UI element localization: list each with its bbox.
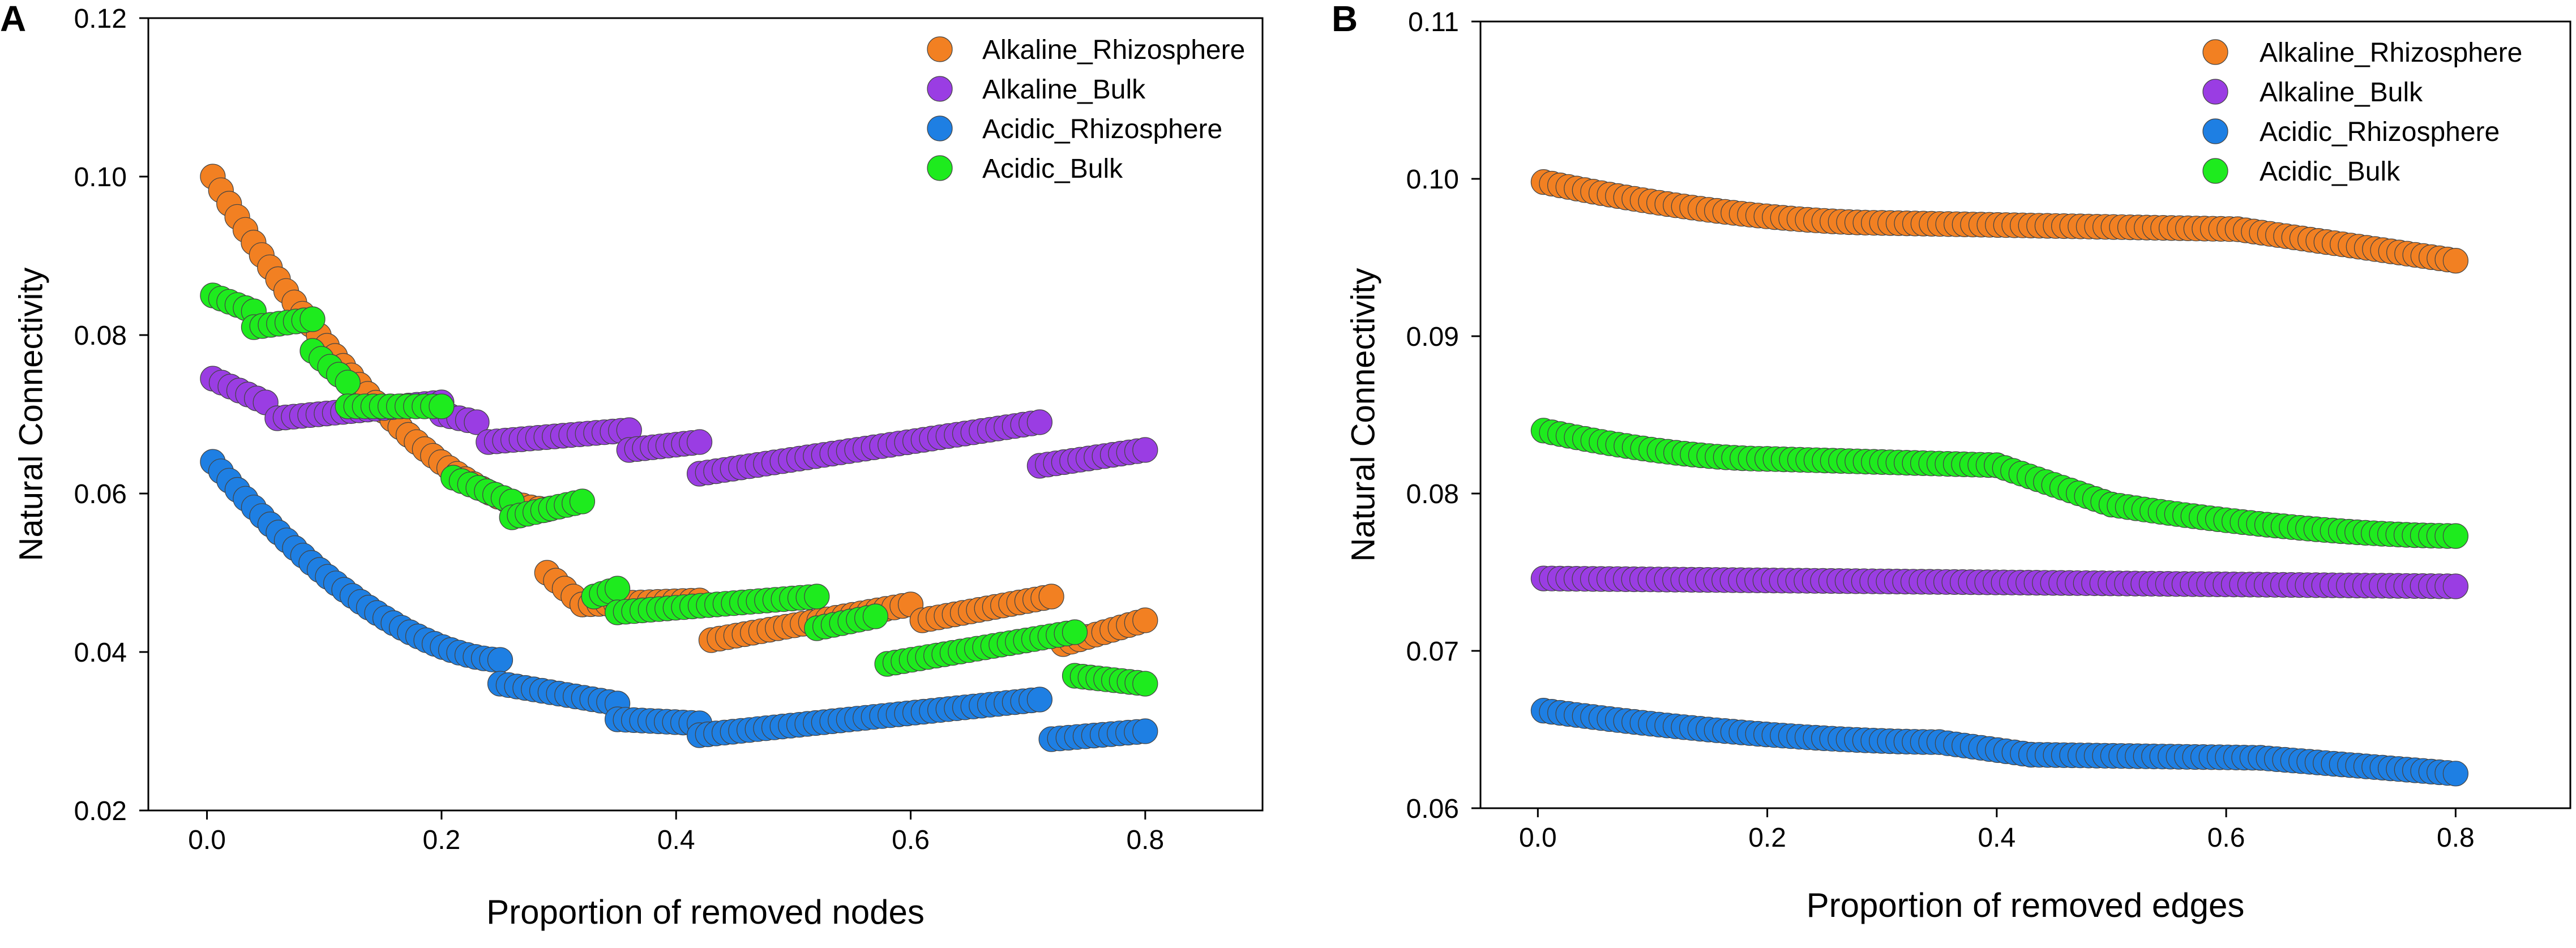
data-points-a bbox=[200, 164, 1158, 752]
legend-label-alkaline-rhizosphere: Alkaline_Rhizosphere bbox=[2260, 38, 2522, 68]
y-tick-label-a: 0.04 bbox=[74, 638, 127, 668]
x-tick-label-b: 0.0 bbox=[1519, 823, 1557, 853]
panel-label-b: B bbox=[1332, 0, 1358, 39]
data-point bbox=[487, 647, 514, 673]
plot-frame-b bbox=[1479, 20, 2571, 809]
data-point bbox=[1132, 718, 1158, 744]
legend-marker-alkaline-bulk bbox=[927, 76, 953, 102]
y-tick-label-a: 0.12 bbox=[74, 4, 127, 34]
y-tick-label-b: 0.10 bbox=[1406, 165, 1459, 195]
series-alkaline-bulk bbox=[1530, 565, 2468, 599]
legend-item-alkaline-rhizosphere: Alkaline_Rhizosphere bbox=[927, 35, 1245, 65]
data-point bbox=[1062, 619, 1088, 645]
series-acidic-rhizosphere bbox=[1530, 697, 2468, 787]
x-tick-label-a: 0.6 bbox=[892, 825, 930, 855]
x-axis-label-a: Proportion of removed nodes bbox=[486, 893, 925, 931]
x-tick-label-a: 0.4 bbox=[657, 825, 695, 855]
legend-label-alkaline-bulk: Alkaline_Bulk bbox=[2260, 78, 2423, 108]
data-point bbox=[1038, 584, 1064, 610]
data-point bbox=[1026, 687, 1053, 713]
legend-a: Alkaline_Rhizosphere Alkaline_Bulk Acidi… bbox=[927, 35, 1245, 184]
legend-item-acidic-rhizosphere: Acidic_Rhizosphere bbox=[2202, 117, 2500, 147]
y-tick-label-b: 0.11 bbox=[1408, 7, 1459, 37]
y-tick-label-b: 0.09 bbox=[1406, 322, 1459, 352]
y-axis-label-a: Natural Connectivity bbox=[13, 268, 50, 561]
series-acidic-bulk bbox=[1530, 418, 2468, 549]
series-alkaline-rhizosphere bbox=[1530, 169, 2468, 274]
y-axis-label-b: Natural Connectivity bbox=[1345, 268, 1382, 562]
legend-item-acidic-bulk: Acidic_Bulk bbox=[927, 154, 1123, 184]
legend-item-alkaline-rhizosphere: Alkaline_Rhizosphere bbox=[2202, 38, 2522, 68]
x-tick-label-a: 0.8 bbox=[1126, 825, 1164, 855]
legend-marker-alkaline-bulk bbox=[2202, 79, 2228, 105]
x-axis-label-b: Proportion of removed edges bbox=[1807, 886, 2245, 924]
x-tick-label-b: 0.6 bbox=[2207, 823, 2245, 853]
data-points-b bbox=[1530, 169, 2468, 787]
legend-item-acidic-rhizosphere: Acidic_Rhizosphere bbox=[927, 114, 1222, 144]
data-point bbox=[299, 306, 326, 332]
data-point bbox=[2442, 761, 2468, 787]
panel-label-a: A bbox=[0, 0, 26, 39]
y-tick-label-a: 0.08 bbox=[74, 321, 127, 351]
legend-b: Alkaline_Rhizosphere Alkaline_Bulk Acidi… bbox=[2202, 38, 2522, 187]
x-tick-label-a: 0.0 bbox=[188, 825, 226, 855]
y-tick-label-a: 0.06 bbox=[74, 479, 127, 509]
series-acidic-rhizosphere bbox=[200, 449, 1158, 752]
legend-marker-alkaline-rhizosphere bbox=[927, 36, 953, 62]
legend-label-alkaline-bulk: Alkaline_Bulk bbox=[982, 75, 1146, 105]
x-tick-label-b: 0.4 bbox=[1978, 823, 2016, 853]
data-point bbox=[862, 603, 889, 629]
legend-marker-alkaline-rhizosphere bbox=[2202, 39, 2228, 65]
legend-label-acidic-bulk: Acidic_Bulk bbox=[2260, 157, 2400, 187]
data-point bbox=[1132, 607, 1158, 633]
data-point bbox=[1132, 671, 1158, 697]
series-acidic-bulk bbox=[200, 282, 1158, 697]
data-point bbox=[429, 393, 455, 419]
legend-label-alkaline-rhizosphere: Alkaline_Rhizosphere bbox=[982, 35, 1245, 65]
panel-a: A Natural Connectivity Proportion of rem… bbox=[0, 0, 1264, 931]
series-alkaline-bulk bbox=[200, 366, 1158, 487]
x-tick-label-b: 0.8 bbox=[2437, 823, 2475, 853]
legend-item-alkaline-bulk: Alkaline_Bulk bbox=[927, 75, 1146, 105]
legend-marker-acidic-rhizosphere bbox=[927, 115, 953, 141]
panel-b: B Natural Connectivity Proportion of rem… bbox=[1332, 0, 2571, 924]
legend-label-acidic-rhizosphere: Acidic_Rhizosphere bbox=[982, 114, 1222, 144]
legend-label-acidic-bulk: Acidic_Bulk bbox=[982, 154, 1123, 184]
x-tick-label-a: 0.2 bbox=[423, 825, 461, 855]
data-point bbox=[2442, 573, 2468, 599]
legend-marker-acidic-rhizosphere bbox=[2202, 118, 2228, 144]
data-point bbox=[464, 409, 490, 435]
data-point bbox=[1132, 437, 1158, 463]
y-tick-label-a: 0.02 bbox=[74, 796, 127, 826]
y-tick-label-a: 0.10 bbox=[74, 162, 127, 192]
y-tick-label-b: 0.06 bbox=[1406, 794, 1459, 824]
data-point bbox=[569, 488, 596, 514]
data-point bbox=[2442, 248, 2468, 274]
legend-marker-acidic-bulk bbox=[927, 155, 953, 181]
legend-item-alkaline-bulk: Alkaline_Bulk bbox=[2202, 78, 2423, 108]
legend-label-acidic-rhizosphere: Acidic_Rhizosphere bbox=[2260, 117, 2500, 147]
data-point bbox=[2442, 523, 2468, 549]
data-point bbox=[604, 576, 631, 602]
plot-frame-a bbox=[147, 17, 1264, 812]
legend-item-acidic-bulk: Acidic_Bulk bbox=[2202, 157, 2400, 187]
y-tick-label-b: 0.08 bbox=[1406, 479, 1459, 509]
data-point bbox=[1026, 409, 1053, 435]
data-point bbox=[335, 370, 361, 396]
legend-marker-acidic-bulk bbox=[2202, 158, 2228, 184]
y-tick-label-b: 0.07 bbox=[1406, 637, 1459, 667]
x-tick-label-b: 0.2 bbox=[1748, 823, 1786, 853]
data-point bbox=[686, 429, 713, 455]
data-point bbox=[804, 584, 830, 610]
